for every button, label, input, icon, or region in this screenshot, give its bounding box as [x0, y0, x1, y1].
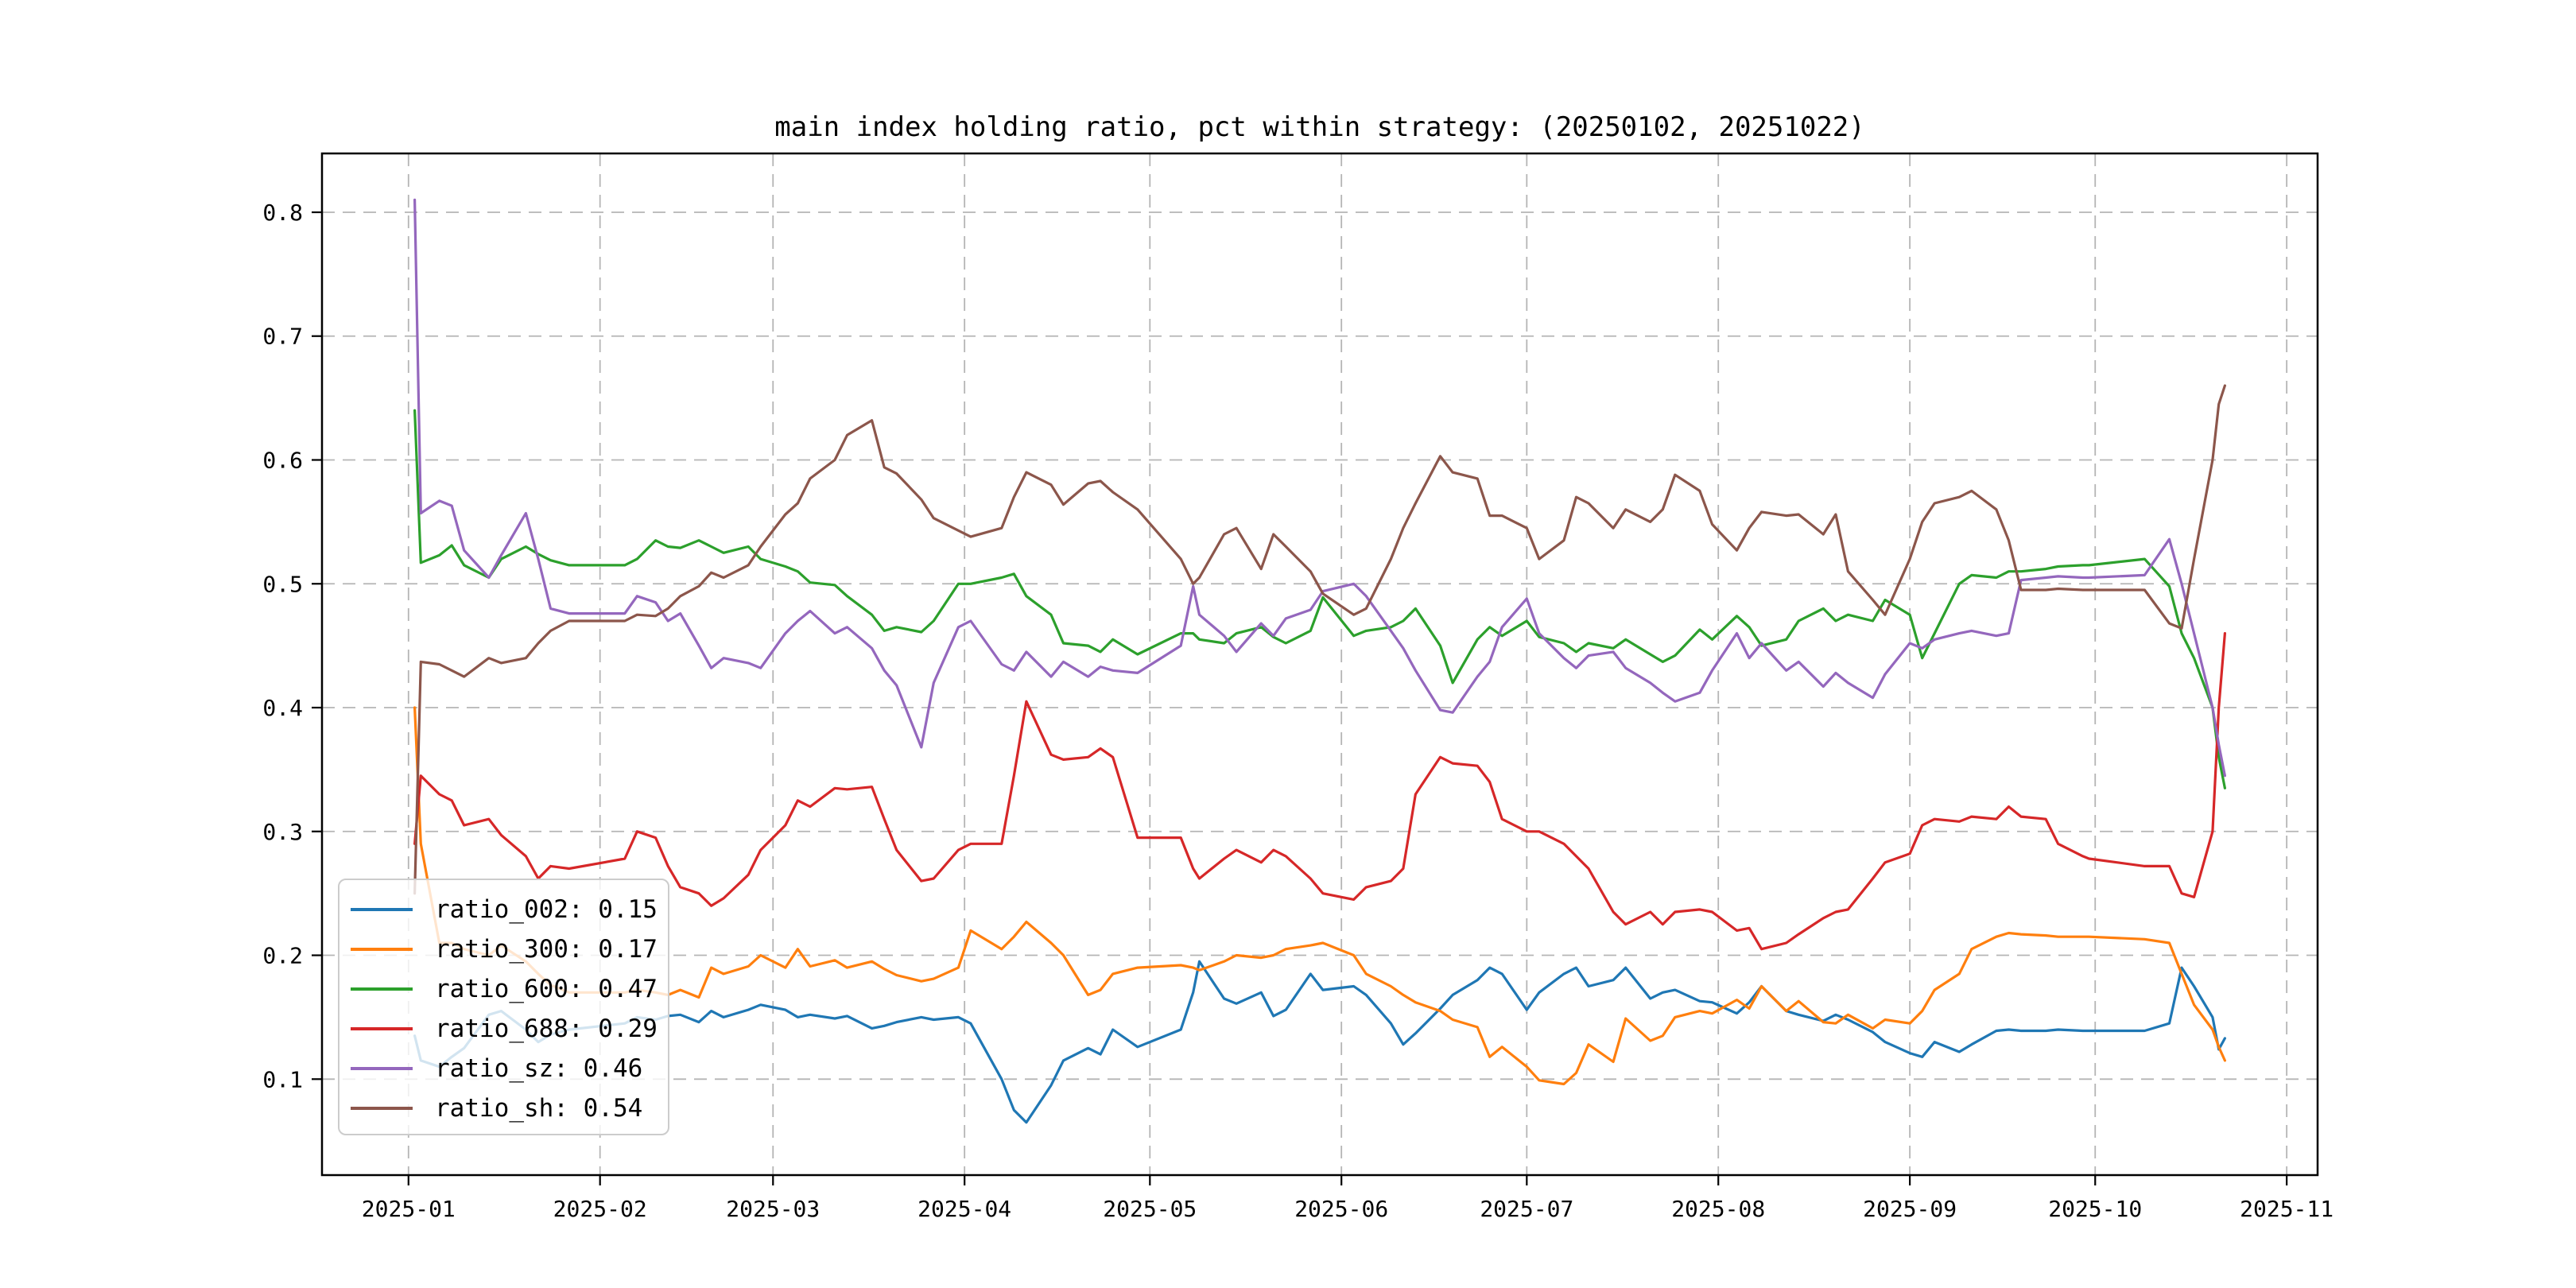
x-tick-label: 2025-10	[2048, 1196, 2142, 1222]
series-line-ratio_300	[413, 706, 2226, 1086]
x-tick-label: 2025-03	[726, 1196, 820, 1222]
y-tick-label: 0.6	[262, 448, 303, 474]
series-line-ratio_sz	[413, 198, 2226, 778]
legend-line-swatch	[351, 987, 413, 991]
x-tick-label: 2025-06	[1294, 1196, 1388, 1222]
x-tick-label: 2025-01	[362, 1196, 456, 1222]
chart-title: main index holding ratio, pct within str…	[774, 111, 1865, 143]
legend-line-swatch	[351, 1067, 413, 1070]
series-line-ratio_688	[413, 631, 2226, 951]
x-tick-label: 2025-09	[1863, 1196, 1957, 1222]
legend-line-swatch	[351, 1027, 413, 1030]
legend-item: ratio_600: 0.47	[351, 969, 668, 1009]
legend-label: ratio_sz: 0.46	[435, 1054, 643, 1083]
series-line-ratio_002	[413, 960, 2226, 1124]
legend-item: ratio_300: 0.17	[351, 929, 668, 969]
x-tick-label: 2025-08	[1671, 1196, 1765, 1222]
y-tick-label: 0.3	[262, 819, 303, 845]
y-tick-label: 0.2	[262, 943, 303, 969]
y-tick-label: 0.5	[262, 571, 303, 597]
axes-spines	[320, 152, 2319, 1177]
legend-label: ratio_sh: 0.54	[435, 1094, 643, 1123]
y-tick-label: 0.1	[262, 1066, 303, 1092]
x-tick-label: 2025-05	[1103, 1196, 1197, 1222]
y-tick-label: 0.4	[262, 695, 303, 721]
series-line-ratio_sh	[413, 384, 2226, 895]
x-tick-label: 2025-11	[2240, 1196, 2334, 1222]
series-line-ratio_600	[413, 409, 2226, 789]
x-tick-label: 2025-04	[918, 1196, 1011, 1222]
legend-label: ratio_600: 0.47	[435, 975, 658, 1003]
legend-item: ratio_002: 0.15	[351, 890, 668, 929]
legend-line-swatch	[351, 1107, 413, 1110]
legend-label: ratio_300: 0.17	[435, 935, 658, 964]
y-tick-label: 0.7	[262, 324, 303, 350]
legend-item: ratio_sz: 0.46	[351, 1049, 668, 1088]
legend-item: ratio_688: 0.29	[351, 1009, 668, 1049]
legend-item: ratio_sh: 0.54	[351, 1088, 668, 1128]
x-tick-label: 2025-07	[1480, 1196, 1573, 1222]
x-tick-label: 2025-02	[553, 1196, 647, 1222]
legend-label: ratio_688: 0.29	[435, 1014, 658, 1043]
y-tick-label: 0.8	[262, 200, 303, 226]
legend: ratio_002: 0.15 ratio_300: 0.17 ratio_60…	[338, 879, 669, 1135]
legend-label: ratio_002: 0.15	[435, 895, 658, 924]
legend-line-swatch	[351, 908, 413, 911]
legend-line-swatch	[351, 948, 413, 951]
